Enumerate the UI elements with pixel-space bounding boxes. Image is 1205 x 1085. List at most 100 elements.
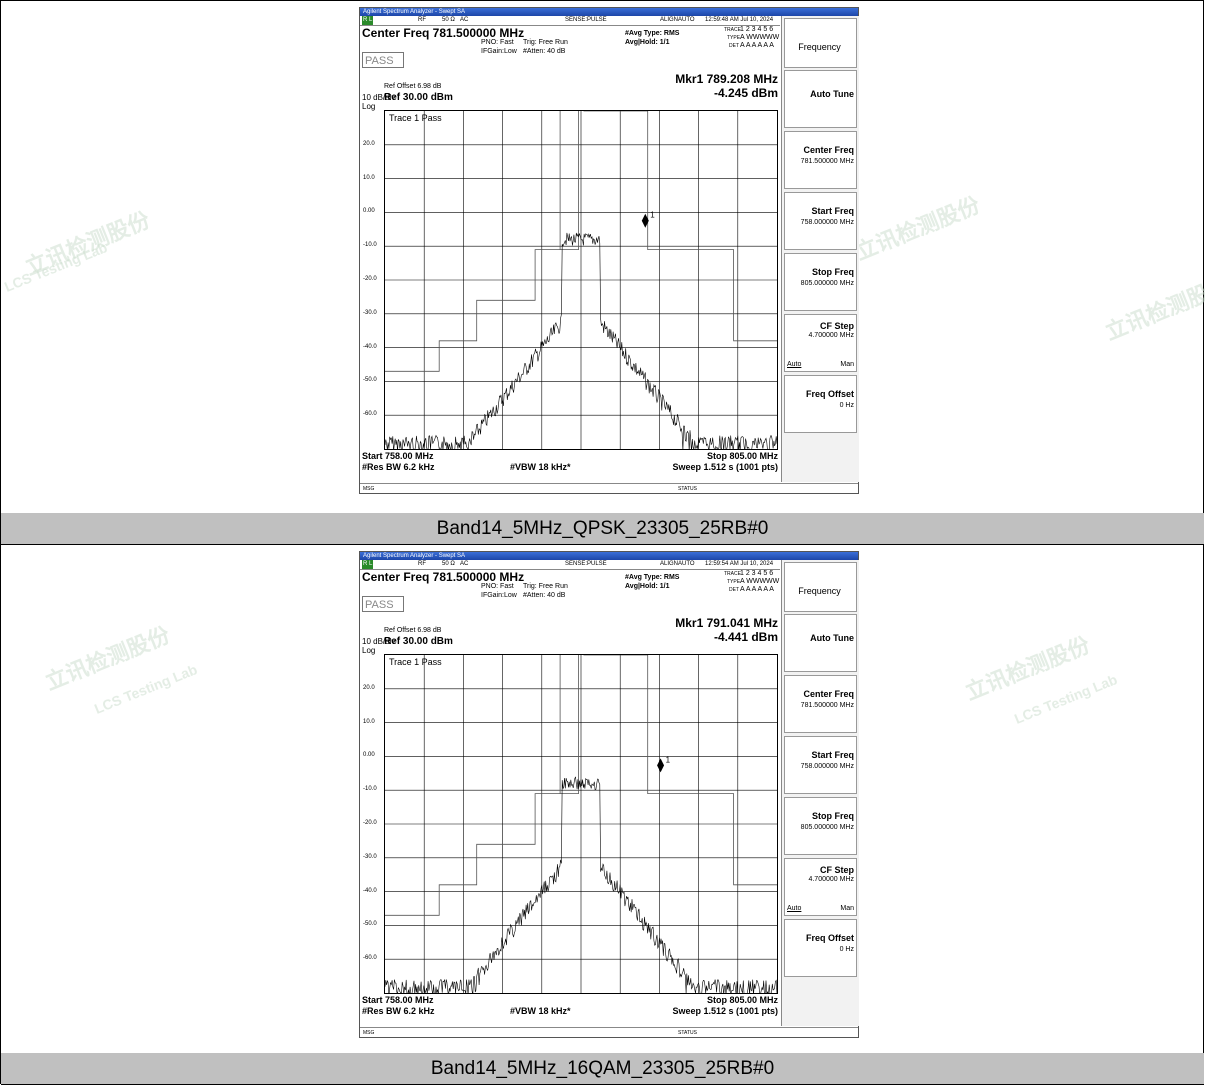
window-title: Agilent Spectrum Analyzer - Swept SA bbox=[360, 8, 858, 16]
y-tick-label: -20.0 bbox=[363, 276, 377, 282]
atten-label: #Atten: 40 dB bbox=[523, 592, 566, 599]
cf-step-man-option[interactable]: Man bbox=[840, 361, 854, 368]
rf-label: RF bbox=[418, 17, 426, 23]
det-values: A A A A A A bbox=[740, 42, 774, 49]
pno-label: PNO: Fast bbox=[481, 583, 514, 590]
softkey-panel: Frequency Auto Tune Center Freq 781.5000… bbox=[781, 16, 859, 482]
trace-numbers: 1 2 3 4 5 6 bbox=[740, 26, 774, 33]
freq-offset-value: 0 Hz bbox=[839, 946, 854, 953]
pno-label: PNO: Fast bbox=[481, 39, 514, 46]
cf-step-auto-option[interactable]: Auto bbox=[787, 361, 802, 368]
cf-step-auto-option[interactable]: Auto bbox=[787, 905, 802, 912]
cf-step-man-option[interactable]: Man bbox=[840, 905, 854, 912]
cf-step-softkey[interactable]: CF Step 4.700000 MHz Auto Man bbox=[784, 858, 857, 916]
cf-step-softkey[interactable]: CF Step 4.700000 MHz Auto Man bbox=[784, 314, 857, 372]
auto-tune-softkey[interactable]: Auto Tune bbox=[784, 70, 857, 128]
y-tick-label: -60.0 bbox=[363, 411, 377, 418]
trace-1 bbox=[385, 232, 777, 449]
watermark: 立讯检测股份 bbox=[1101, 272, 1205, 345]
type-values: A WWWWW bbox=[740, 34, 780, 41]
trace-label: TRACE bbox=[724, 571, 741, 577]
center-freq-softkey[interactable]: Center Freq 781.500000 MHz bbox=[784, 675, 857, 733]
sense-label: SENSE:PULSE bbox=[565, 17, 607, 23]
start-frequency: Start 758.00 MHz bbox=[362, 995, 434, 1005]
y-tick-label: -50.0 bbox=[363, 921, 377, 928]
det-values: A A A A A A bbox=[740, 586, 774, 593]
cf-step-value: 4.700000 MHz bbox=[808, 876, 854, 883]
pass-indicator: PASS bbox=[362, 596, 404, 612]
stop-freq-value: 805.000000 MHz bbox=[800, 824, 854, 831]
trace-numbers: 1 2 3 4 5 6 bbox=[740, 570, 774, 577]
freq-offset-softkey[interactable]: Freq Offset 0 Hz bbox=[784, 919, 857, 977]
trace-pass-label: Trace 1 Pass bbox=[389, 113, 442, 123]
log-label: Log bbox=[362, 102, 376, 111]
center-freq-readout: Center Freq 781.500000 MHz bbox=[362, 570, 525, 584]
center-freq-label: Center Freq bbox=[803, 689, 854, 699]
window-title: Agilent Spectrum Analyzer - Swept SA bbox=[360, 552, 858, 560]
softkey-header-label: Frequency bbox=[798, 586, 841, 596]
y-tick-label: -40.0 bbox=[363, 343, 377, 350]
spectrum-plot-svg: 1 bbox=[385, 655, 777, 993]
start-freq-label: Start Freq bbox=[811, 750, 854, 760]
softkey-panel: Frequency Auto Tune Center Freq 781.5000… bbox=[781, 560, 859, 1026]
type-label: TYPE bbox=[727, 35, 741, 41]
trace-1 bbox=[385, 776, 777, 993]
avg-type: #Avg Type: RMS bbox=[625, 574, 680, 581]
res-bw: #Res BW 6.2 kHz bbox=[362, 462, 435, 472]
center-freq-softkey[interactable]: Center Freq 781.500000 MHz bbox=[784, 131, 857, 189]
det-label: DET bbox=[729, 587, 739, 593]
sweep-time: Sweep 1.512 s (1001 pts) bbox=[672, 1006, 778, 1016]
y-tick-label: 0.00 bbox=[363, 752, 375, 759]
softkey-header-label: Frequency bbox=[798, 42, 841, 52]
cf-step-value: 4.700000 MHz bbox=[808, 332, 854, 339]
y-tick-label: 10.0 bbox=[363, 718, 375, 725]
auto-tune-label: Auto Tune bbox=[810, 89, 854, 99]
stop-freq-label: Stop Freq bbox=[812, 811, 854, 821]
limit-line-right bbox=[583, 655, 777, 886]
pass-indicator: PASS bbox=[362, 52, 404, 68]
timestamp: 12:59:48 AM Jul 10, 2024 bbox=[705, 17, 774, 23]
sweep-time: Sweep 1.512 s (1001 pts) bbox=[672, 462, 778, 472]
freq-offset-softkey[interactable]: Freq Offset 0 Hz bbox=[784, 375, 857, 433]
limit-line-right bbox=[583, 111, 777, 342]
status-label: STATUS bbox=[678, 1030, 697, 1036]
res-bw: #Res BW 6.2 kHz bbox=[362, 1006, 435, 1016]
sense-label: SENSE:PULSE bbox=[565, 561, 607, 567]
ref-offset: Ref Offset 6.98 dB bbox=[384, 83, 442, 90]
stop-freq-softkey[interactable]: Stop Freq 805.000000 MHz bbox=[784, 253, 857, 311]
y-tick-label: 20.0 bbox=[363, 684, 375, 691]
auto-tune-softkey[interactable]: Auto Tune bbox=[784, 614, 857, 672]
y-tick-label: -20.0 bbox=[363, 820, 377, 826]
plot-caption: Band14_5MHz_16QAM_23305_25RB#0 bbox=[1, 1053, 1204, 1085]
det-label: DET bbox=[729, 43, 739, 49]
freq-offset-value: 0 Hz bbox=[839, 402, 854, 409]
y-tick-label: -50.0 bbox=[363, 377, 377, 384]
limit-line-left bbox=[385, 655, 579, 916]
spectrum-plot: 1 Trace 1 Pass 20.0 10.0 0.00 -10.0 -20.0 -30… bbox=[363, 110, 778, 450]
plot-caption: Band14_5MHz_QPSK_23305_25RB#0 bbox=[1, 513, 1204, 545]
align-label: ALIGNAUTO bbox=[660, 561, 695, 567]
center-freq-readout: Center Freq 781.500000 MHz bbox=[362, 26, 525, 40]
start-freq-softkey[interactable]: Start Freq 758.000000 MHz bbox=[784, 736, 857, 794]
y-tick-label: -30.0 bbox=[363, 853, 377, 860]
freq-offset-label: Freq Offset bbox=[805, 389, 854, 399]
center-freq-value: 781.500000 MHz bbox=[800, 158, 854, 165]
ref-level: Ref 30.00 dBm bbox=[384, 636, 453, 647]
vbw: #VBW 18 kHz* bbox=[510, 1006, 571, 1016]
marker-1-diamond bbox=[657, 758, 665, 773]
message-bar: MSG STATUS bbox=[360, 483, 858, 494]
msg-label: MSG bbox=[363, 1030, 375, 1036]
avg-hold: Avg|Hold: 1/1 bbox=[625, 39, 670, 46]
start-freq-value: 758.000000 MHz bbox=[800, 219, 854, 226]
frequency-menu-header: Frequency bbox=[784, 562, 857, 612]
rl-label: R L bbox=[362, 16, 374, 25]
center-freq-value: 781.500000 MHz bbox=[800, 702, 854, 709]
start-freq-label: Start Freq bbox=[811, 206, 854, 216]
stop-freq-softkey[interactable]: Stop Freq 805.000000 MHz bbox=[784, 797, 857, 855]
start-freq-softkey[interactable]: Start Freq 758.000000 MHz bbox=[784, 192, 857, 250]
impedance-label: 50 Ω bbox=[442, 17, 455, 23]
y-tick-label: 10.0 bbox=[363, 174, 375, 181]
coupling-label: AC bbox=[460, 561, 469, 567]
log-label: Log bbox=[362, 646, 376, 655]
